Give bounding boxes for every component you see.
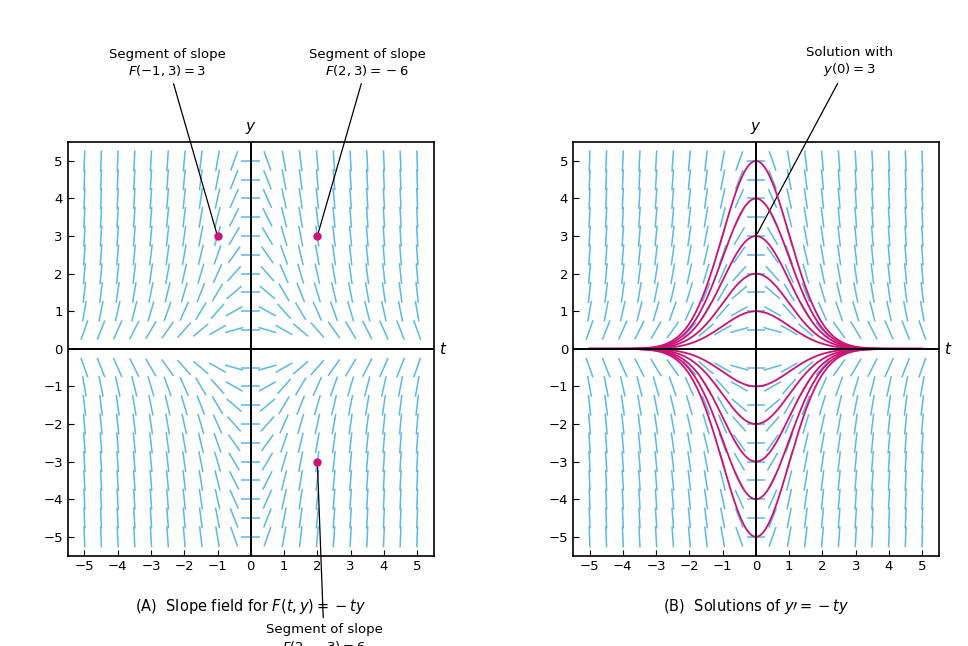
- Text: (A)  Slope field for $F(t, y) = -ty$: (A) Slope field for $F(t, y) = -ty$: [136, 597, 366, 616]
- Text: Segment of slope
$F(2, 3) = -6$: Segment of slope $F(2, 3) = -6$: [309, 48, 426, 233]
- Text: Segment of slope
$F(2, -3) = 6$: Segment of slope $F(2, -3) = 6$: [265, 464, 382, 646]
- Text: Segment of slope
$F(-1, 3) = 3$: Segment of slope $F(-1, 3) = 3$: [109, 48, 227, 233]
- Text: $t$: $t$: [439, 341, 447, 357]
- Text: $y$: $y$: [245, 121, 257, 136]
- Text: (B)  Solutions of $y\prime = -ty$: (B) Solutions of $y\prime = -ty$: [663, 597, 849, 616]
- Text: $y$: $y$: [750, 121, 762, 136]
- Text: Solution with
$y(0) = 3$: Solution with $y(0) = 3$: [757, 46, 892, 234]
- Text: $t$: $t$: [944, 341, 953, 357]
